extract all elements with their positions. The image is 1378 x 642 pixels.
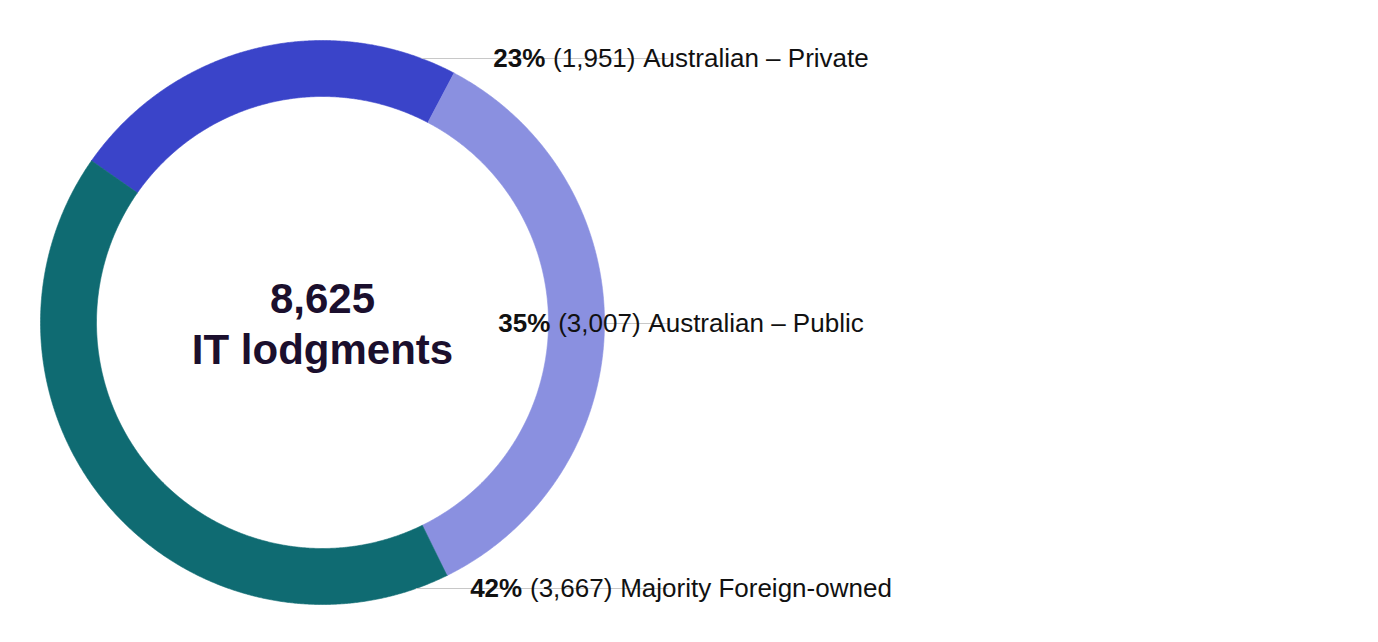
svg-text:8,625IT lodgments: 8,625IT lodgments bbox=[192, 275, 453, 372]
svg-text:35%(3,007)Australian – Public: 35%(3,007)Australian – Public bbox=[498, 308, 863, 338]
svg-text:23%(1,951)Australian – Private: 23%(1,951)Australian – Private bbox=[493, 43, 868, 73]
svg-text:42%(3,667)Majority Foreign-own: 42%(3,667)Majority Foreign-owned bbox=[470, 573, 892, 603]
